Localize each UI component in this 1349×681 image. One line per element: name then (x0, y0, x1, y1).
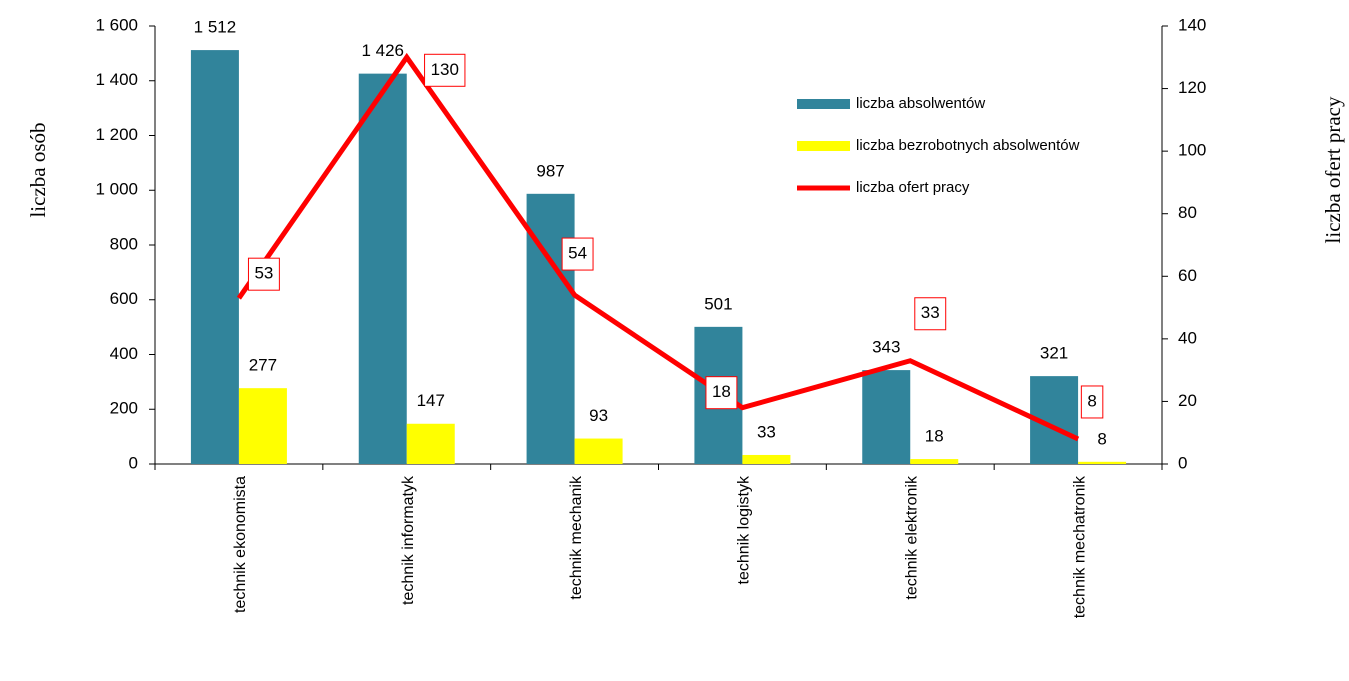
bar-value-label: 343 (872, 338, 900, 357)
line-value-label: 18 (712, 382, 731, 401)
bar-value-label: 93 (589, 406, 608, 425)
y2-tick-label: 60 (1178, 266, 1197, 285)
x-tick-label: technik informatyk (400, 475, 417, 605)
bar (190, 50, 239, 465)
legend-label: liczba bezrobotnych absolwentów (856, 137, 1080, 154)
line-value-box (705, 376, 738, 410)
bar (358, 73, 407, 464)
x-tick-label: technik mechanik (568, 475, 585, 600)
line-value-label: 54 (568, 244, 587, 263)
bar-value-label: 33 (757, 422, 776, 441)
legend-label: liczba ofert pracy (856, 179, 970, 196)
y-tick-label: 1 000 (95, 180, 138, 199)
bar (742, 454, 791, 464)
line (236, 52, 1080, 442)
legend-label: liczba absolwentów (856, 95, 985, 112)
y-tick-label: 1 600 (95, 15, 138, 34)
bar-value-label: 147 (417, 391, 445, 410)
y-tick-label: 600 (110, 289, 138, 308)
bar (238, 388, 287, 464)
line-value-label: 130 (431, 60, 459, 79)
y2-axis-title: liczba ofert pracy (1321, 96, 1345, 243)
bar (1078, 461, 1127, 464)
y-tick-label: 1 200 (95, 125, 138, 144)
bar-value-label: 1 512 (194, 18, 237, 37)
y2-tick-label: 20 (1178, 391, 1197, 410)
bar-value-label: 18 (925, 427, 944, 446)
x-tick-label: technik mechatronik (1071, 475, 1088, 618)
line-value-box (247, 257, 280, 291)
bar-value-label: 501 (704, 294, 732, 313)
y2-tick-label: 0 (1178, 453, 1187, 472)
legend-swatch (797, 99, 850, 109)
x-tick-label: technik logistyk (736, 475, 753, 584)
bar (862, 370, 911, 464)
bar (910, 459, 959, 464)
x-tick-label: technik ekonomista (232, 476, 249, 613)
y2-tick-label: 80 (1178, 203, 1197, 222)
x-tick-label: technik elektronik (903, 475, 920, 600)
line-value-box (561, 237, 594, 271)
y2-tick-label: 100 (1178, 141, 1206, 160)
y-tick-label: 1 400 (95, 70, 138, 89)
bar (406, 423, 455, 464)
y-tick-label: 0 (129, 453, 138, 472)
bar-value-label: 321 (1040, 344, 1068, 363)
line-value-box (424, 53, 466, 87)
y-tick-label: 400 (110, 344, 138, 363)
y2-tick-label: 40 (1178, 328, 1197, 347)
bar-value-label: 987 (536, 161, 564, 180)
bar-value-label: 8 (1097, 429, 1106, 448)
line-value-label: 33 (921, 303, 940, 322)
line-value-label: 8 (1087, 391, 1096, 410)
bar-value-label: 1 426 (361, 41, 404, 60)
y-tick-label: 200 (110, 399, 138, 418)
line-value-box (1080, 385, 1104, 419)
line-value-box (914, 297, 947, 331)
bar (574, 438, 623, 464)
y2-tick-label: 120 (1178, 78, 1206, 97)
legend-swatch (797, 141, 850, 151)
y-tick-label: 800 (110, 234, 138, 253)
y2-tick-label: 140 (1178, 15, 1206, 34)
y-axis-title: liczba osób (26, 122, 50, 217)
bar-value-label: 277 (249, 356, 277, 375)
line-value-label: 53 (254, 264, 273, 283)
